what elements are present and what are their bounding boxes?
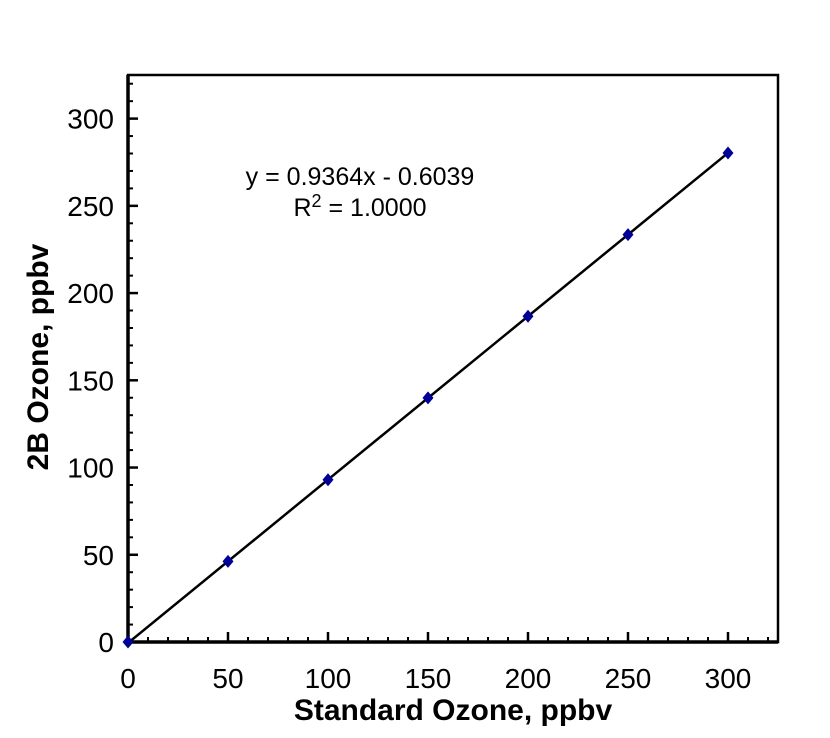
y-tick-label: 250 [67, 191, 114, 222]
y-tick-label: 150 [67, 365, 114, 396]
data-point-marker [622, 228, 634, 242]
y-axis-title: 2B Ozone, ppbv [22, 243, 55, 470]
data-point-marker [122, 635, 134, 649]
x-tick-label: 200 [505, 663, 552, 694]
r-squared-value: = 1.0000 [322, 194, 427, 222]
x-axis-title: Standard Ozone, ppbv [294, 694, 613, 727]
data-point-marker [522, 309, 534, 323]
x-tick-label: 150 [405, 663, 452, 694]
data-points [122, 146, 734, 649]
y-tick-label: 200 [67, 278, 114, 309]
y-tick-label: 0 [98, 627, 114, 658]
data-point-marker [722, 146, 734, 160]
x-tick-label: 100 [305, 663, 352, 694]
major-ticks [126, 117, 730, 644]
x-tick-label: 0 [120, 663, 136, 694]
x-tick-labels: 0 50 100 150 200 250 300 [120, 663, 751, 694]
x-tick-label: 250 [605, 663, 652, 694]
y-tick-label: 100 [67, 453, 114, 484]
r-squared-base: R [293, 194, 311, 222]
y-tick-label: 50 [83, 540, 114, 571]
equation-label: y = 0.9364x - 0.6039 [246, 163, 475, 191]
x-tick-label: 50 [212, 663, 243, 694]
x-tick-label: 300 [705, 663, 752, 694]
y-tick-labels: 0 50 100 150 200 250 300 [67, 104, 114, 658]
minor-ticks [128, 82, 769, 642]
data-point-marker [422, 391, 434, 405]
plot-area-border [126, 73, 780, 644]
data-point-marker [322, 473, 334, 487]
data-point-marker [222, 554, 234, 568]
r-squared-label: R2 = 1.0000 [293, 191, 426, 222]
y-tick-label: 300 [67, 104, 114, 135]
r-squared-superscript: 2 [312, 191, 322, 211]
